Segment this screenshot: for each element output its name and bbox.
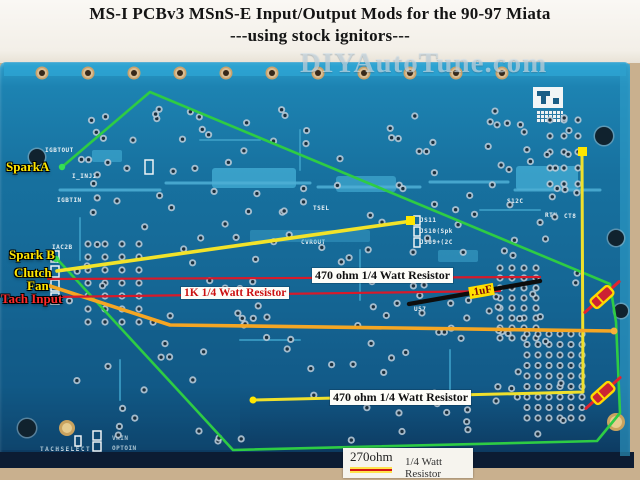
pcb-board: IGBTOUT I_INJ1 IGBTIN IAC2B TSEL CVROUT … bbox=[0, 62, 630, 466]
silkscreen-igbtin: IGBTIN bbox=[57, 197, 82, 204]
annotation-1k-resistor: 1K 1/4 Watt Resistor bbox=[181, 287, 290, 299]
label-tach-input: Tach Input bbox=[1, 291, 63, 306]
board-bottom-shadow bbox=[0, 452, 634, 468]
page-title: MS-I PCBv3 MSnS-E Input/Output Mods for … bbox=[89, 4, 551, 23]
silkscreen-vrin: VRIN bbox=[112, 435, 129, 442]
annotation-470-resistor-top: 470 ohm 1/4 Watt Resistor bbox=[312, 268, 454, 283]
manufacturer-logo bbox=[533, 87, 563, 108]
legend-resistor-swatch bbox=[350, 467, 392, 473]
silkscreen-igbtout: IGBTOUT bbox=[45, 147, 74, 154]
legend-value: 270ohm bbox=[350, 449, 393, 464]
label-spark-b: Spark B bbox=[9, 247, 55, 262]
silkscreen-js11: JS11 bbox=[420, 217, 437, 224]
watermark: DIYAutoTune.com bbox=[300, 47, 548, 79]
silkscreen-optoin: OPTOIN bbox=[112, 445, 137, 452]
legend-description: 1/4 Watt Resistor bbox=[405, 456, 443, 480]
silkscreen-cvrout: CVROUT bbox=[301, 239, 326, 246]
title-strip: MS-I PCBv3 MSnS-E Input/Output Mods for … bbox=[0, 0, 640, 63]
page-subtitle: ---using stock ignitors--- bbox=[230, 26, 410, 45]
silkscreen-js10: JS10(Spk bbox=[420, 228, 453, 235]
silkscreen-s12c: S12C bbox=[507, 198, 524, 205]
logo-hatch-pattern bbox=[536, 110, 563, 123]
silkscreen-i-inj1: I_INJ1 bbox=[72, 173, 97, 180]
silkscreen-tsel: TSEL bbox=[313, 205, 330, 212]
silkscreen-rtn: RTN bbox=[545, 212, 558, 219]
silkscreen-js09: JS09+(2C bbox=[420, 239, 453, 246]
label-spark-a: SparkA bbox=[6, 159, 50, 174]
label-clutch: Clutch bbox=[14, 265, 52, 280]
legend-box: 270ohm 1/4 Watt Resistor bbox=[343, 448, 473, 480]
label-fan: Fan bbox=[27, 278, 49, 293]
silkscreen-u57: U57 bbox=[414, 306, 427, 313]
silkscreen-ct8: CT8 bbox=[564, 213, 577, 220]
annotation-470-resistor-bottom: 470 ohm 1/4 Watt Resistor bbox=[330, 390, 472, 405]
silkscreen-iac2b: IAC2B bbox=[52, 244, 73, 251]
